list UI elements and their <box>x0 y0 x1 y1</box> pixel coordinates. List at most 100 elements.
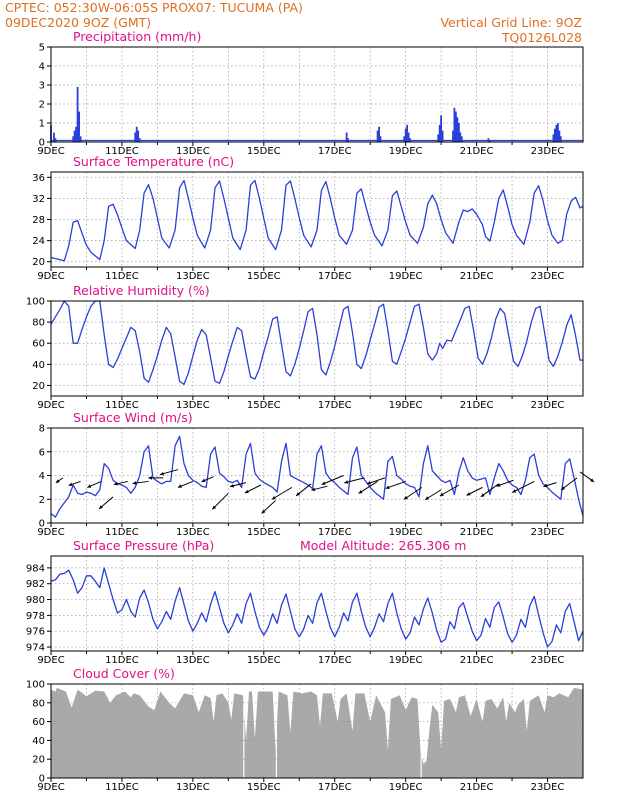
y-tick-label: 60 <box>32 339 45 350</box>
precip-bar <box>459 132 462 142</box>
y-tick-label: 20 <box>32 257 45 268</box>
wind-arrowhead <box>230 484 234 488</box>
wind-arrowhead <box>68 482 73 486</box>
x-tick-label: 13DEC <box>176 271 210 282</box>
x-tick-label: 21DEC <box>460 400 494 411</box>
precip-bar <box>78 111 80 142</box>
series-line <box>50 435 584 518</box>
wind-arrowhead <box>439 492 444 496</box>
y-tick-label: 982 <box>26 579 45 590</box>
wind-vector <box>211 492 229 510</box>
x-tick-label: 11DEC <box>105 146 139 157</box>
y-tick-label: 3 <box>39 81 45 92</box>
x-tick-label: 9DEC <box>37 146 64 157</box>
y-tick-label: 2 <box>39 495 45 506</box>
precip-bar <box>557 123 559 142</box>
y-tick-label: 4 <box>39 62 45 73</box>
precip-bar <box>552 134 555 142</box>
wind-arrowhead <box>344 480 349 484</box>
y-tick-label: 32 <box>32 194 45 205</box>
panel-cc: Cloud Cover (%) 0 20 40 60 80 100 9DEC 11DEC 13DE… <box>26 666 584 793</box>
x-tick-label: 15DEC <box>247 271 281 282</box>
x-tick-label: 21DEC <box>460 527 494 538</box>
y-tick-label: 978 <box>26 611 45 622</box>
wind-arrowhead <box>590 478 595 482</box>
panel-frame <box>50 46 584 143</box>
date-line: 09DEC2020 9OZ (GMT) <box>5 15 151 30</box>
wind-arrowhead <box>296 492 300 496</box>
precip-bar <box>79 136 82 142</box>
precip-bar <box>76 86 79 142</box>
precip-bar <box>558 130 561 142</box>
x-tick-label: 19DEC <box>389 655 423 666</box>
precip-bar <box>489 140 491 142</box>
wind-arrowhead <box>561 486 565 490</box>
x-tick-label: 19DEC <box>389 400 423 411</box>
wind-arrowhead <box>425 496 430 500</box>
cloud-cover-area <box>51 687 583 778</box>
x-tick-label: 23DEC <box>531 146 565 157</box>
x-tick-label: 13DEC <box>176 400 210 411</box>
wind-arrowhead <box>201 478 206 482</box>
precip-bar <box>407 132 410 142</box>
panel-title: Surface Temperature (nC) <box>73 154 234 169</box>
precip-bar <box>440 115 442 142</box>
wind-arrowhead <box>385 485 390 489</box>
precip-bar <box>456 117 459 142</box>
wind-vector <box>512 480 535 493</box>
wind-arrowhead <box>496 483 501 487</box>
x-tick-label: 21DEC <box>460 146 494 157</box>
y-tick-label: 80 <box>32 698 45 709</box>
x-tick-label: 9DEC <box>37 271 64 282</box>
y-tick-label: 60 <box>32 717 45 728</box>
x-tick-label: 9DEC <box>37 400 64 411</box>
wind-arrowhead <box>261 509 266 514</box>
x-tick-label: 23DEC <box>531 400 565 411</box>
wind-vector <box>271 486 293 500</box>
precip-bar <box>72 136 75 142</box>
series-line <box>50 300 583 386</box>
series-line <box>50 179 584 262</box>
x-tick-label: 17DEC <box>318 271 352 282</box>
wind-arrowhead <box>271 496 276 500</box>
precip-bar <box>345 132 348 142</box>
precip-bar <box>347 138 349 142</box>
precip-bar <box>135 126 138 142</box>
wind-arrowhead <box>403 495 408 500</box>
panel-ps: Surface Pressure (hPa) Model Altitude: 26… <box>26 538 584 666</box>
y-tick-label: 0 <box>39 138 45 149</box>
y-tick-label: 1 <box>39 119 45 130</box>
y-tick-label: 984 <box>26 563 45 574</box>
y-tick-label: 36 <box>32 173 45 184</box>
precip-bar <box>554 128 556 142</box>
x-tick-label: 21DEC <box>460 782 494 793</box>
precip-bar <box>487 138 490 142</box>
grid-note: Vertical Grid Line: 9OZ <box>440 15 582 30</box>
x-tick-label: 13DEC <box>176 527 210 538</box>
wind-arrowhead <box>543 483 548 488</box>
precip-bar <box>54 138 57 142</box>
y-tick-label: 28 <box>32 215 45 226</box>
wind-arrowhead <box>113 481 118 486</box>
precip-bar <box>73 130 76 142</box>
wind-arrowhead <box>87 484 92 488</box>
precip-bar <box>53 132 55 142</box>
precip-bar <box>453 107 456 142</box>
y-tick-label: 20 <box>32 755 45 766</box>
x-tick-label: 15DEC <box>247 400 281 411</box>
wind-arrowhead <box>311 487 316 492</box>
panel-w: Surface Wind (m/s) 0 2 4 6 8 9DEC 11DEC 13DEC 15D… <box>37 410 595 538</box>
y-tick-label: 20 <box>32 381 45 392</box>
precip-bar <box>555 124 558 142</box>
x-tick-label: 23DEC <box>531 527 565 538</box>
x-tick-label: 15DEC <box>247 655 281 666</box>
wind-arrowhead <box>160 471 164 476</box>
x-tick-label: 23DEC <box>531 782 565 793</box>
panel-title: Surface Wind (m/s) <box>73 410 193 425</box>
wind-vector <box>321 475 344 485</box>
x-tick-label: 11DEC <box>105 782 139 793</box>
x-tick-label: 23DEC <box>531 655 565 666</box>
wind-arrowhead <box>358 490 363 494</box>
wind-vector <box>439 484 460 497</box>
y-tick-label: 5 <box>39 43 45 54</box>
